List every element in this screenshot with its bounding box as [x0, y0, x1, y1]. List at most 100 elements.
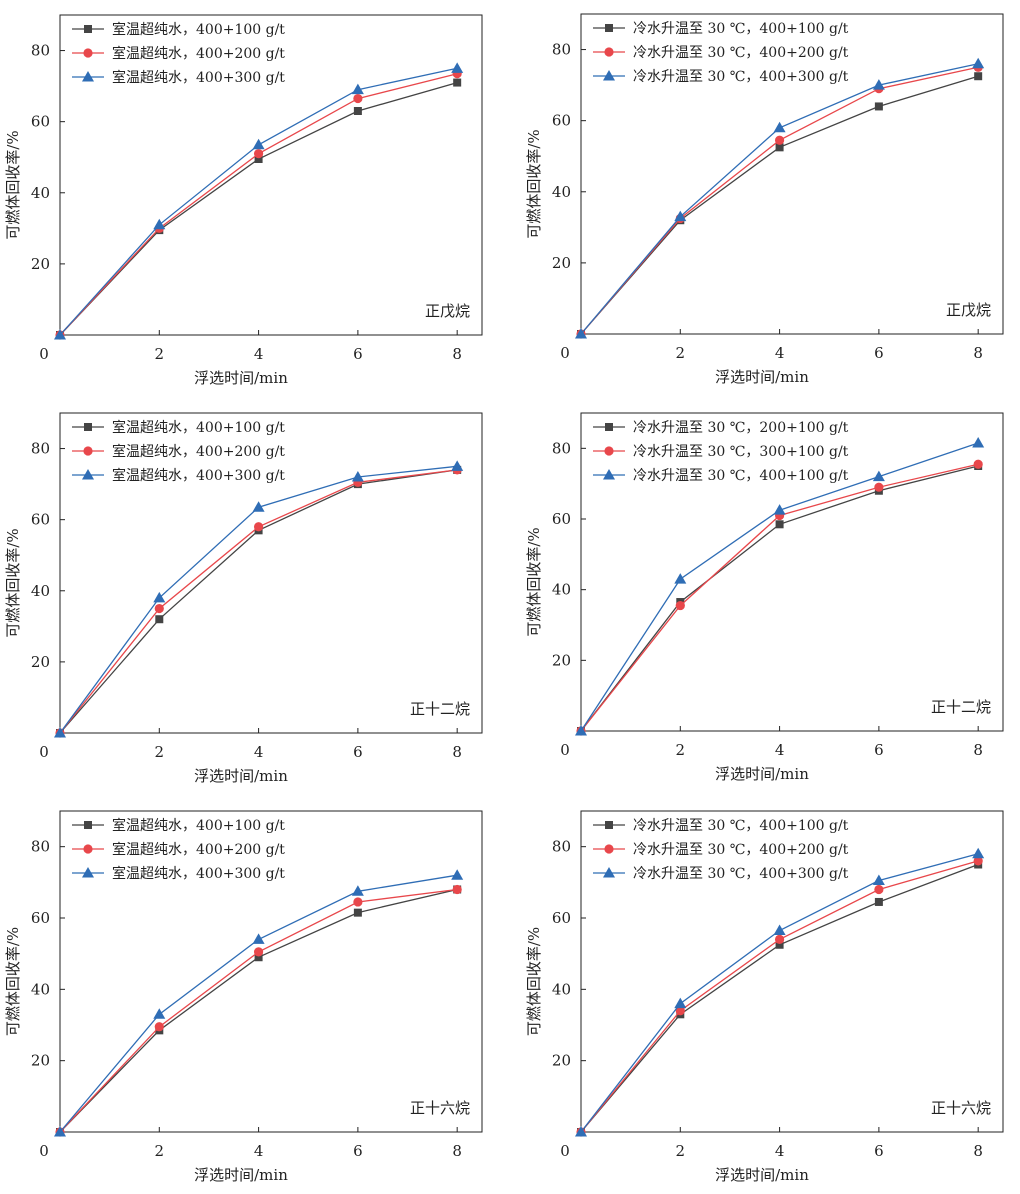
- data-point-triangle: [54, 727, 66, 738]
- panel-annotation: 正十二烷: [410, 700, 470, 718]
- y-tick-label: 20: [31, 255, 50, 273]
- legend-label: 室温超纯水，400+300 g/t: [112, 69, 285, 86]
- legend-label: 室温超纯水，400+100 g/t: [112, 817, 285, 834]
- y-tick-label: 60: [552, 909, 571, 927]
- y-tick-label: 60: [552, 112, 571, 130]
- legend-marker-triangle: [82, 71, 94, 82]
- x-axis-title: 浮选时间/min: [194, 369, 288, 387]
- data-point-circle: [353, 93, 363, 104]
- panel-annotation: 正十六烷: [410, 1099, 470, 1117]
- data-point-triangle: [451, 460, 464, 471]
- series-line: [580, 75, 979, 335]
- data-point-circle: [874, 884, 884, 895]
- series-3: [54, 62, 464, 340]
- legend-label: 冷水升温至 30 ℃，400+300 g/t: [633, 866, 849, 882]
- x-axis-title: 浮选时间/min: [194, 767, 288, 785]
- chart-panel-3: 2 4 6 8 20 40 60 80 0 浮选时间/min 可燃体回收率/% 正十二烷 室温超纯水，4…: [4, 412, 483, 785]
- y-tick-label: 60: [31, 511, 50, 529]
- data-point-square: [353, 107, 362, 115]
- data-point-square: [155, 615, 164, 624]
- origin-label: 0: [39, 1142, 49, 1160]
- x-tick-label: 2: [676, 344, 686, 362]
- legend: 室温超纯水，400+100 g/t 室温超纯水，400+200 g/t 室温超纯水，…: [72, 21, 285, 86]
- origin-label: 0: [560, 741, 570, 759]
- x-axis-title: 浮选时间/min: [715, 368, 809, 386]
- data-point-square: [775, 520, 784, 529]
- y-tick-label: 40: [31, 980, 50, 998]
- y-tick-label: 20: [31, 1052, 50, 1070]
- data-point-triangle: [972, 437, 985, 448]
- panel-annotation: 正戊烷: [425, 302, 470, 320]
- series-3: [575, 57, 985, 339]
- series-line: [580, 66, 979, 335]
- legend-label: 冷水升温至 30 ℃，400+300 g/t: [633, 69, 849, 85]
- series-line: [59, 81, 458, 336]
- legend-label: 冷水升温至 30 ℃，400+100 g/t: [633, 818, 849, 834]
- x-tick-label: 8: [452, 1142, 462, 1160]
- data-point-circle: [253, 522, 264, 532]
- data-point-square: [775, 940, 784, 949]
- legend-marker-square: [605, 821, 613, 829]
- x-tick-label: 4: [254, 1142, 264, 1160]
- series-line: [59, 888, 458, 1133]
- y-axis-title: 可燃体回收率/%: [4, 130, 22, 239]
- series-3: [54, 869, 464, 1137]
- y-tick-label: 40: [552, 980, 571, 998]
- x-tick-label: 4: [775, 741, 785, 759]
- x-tick-label: 6: [353, 743, 363, 761]
- x-tick-label: 6: [874, 344, 884, 362]
- y-axis-title: 可燃体回收率/%: [4, 927, 22, 1036]
- series-line: [580, 442, 979, 732]
- y-tick-label: 20: [552, 254, 571, 272]
- x-tick-label: 2: [155, 345, 165, 363]
- y-tick-label: 40: [552, 183, 571, 201]
- series-1: [577, 860, 983, 1136]
- data-point-triangle: [451, 869, 464, 880]
- origin-label: 0: [560, 1142, 570, 1160]
- data-point-triangle: [252, 933, 265, 944]
- series-1: [577, 462, 983, 735]
- legend-marker-circle: [83, 446, 93, 456]
- legend-label: 冷水升温至 30 ℃，300+100 g/t: [633, 444, 849, 460]
- x-tick-label: 4: [254, 743, 264, 761]
- series-3: [575, 847, 985, 1137]
- legend: 室温超纯水，400+100 g/t 室温超纯水，400+200 g/t 室温超纯水，…: [72, 419, 285, 484]
- series-line: [59, 874, 458, 1133]
- y-axis-title: 可燃体回收率/%: [525, 927, 543, 1036]
- series-line: [59, 888, 458, 1133]
- y-tick-label: 40: [552, 581, 571, 599]
- origin-label: 0: [39, 345, 49, 363]
- data-point-triangle: [351, 471, 364, 482]
- data-point-triangle: [872, 874, 885, 886]
- series-line: [59, 67, 458, 336]
- x-axis-title: 浮选时间/min: [715, 765, 809, 783]
- y-tick-label: 20: [552, 651, 571, 669]
- y-tick-label: 20: [552, 1052, 571, 1070]
- data-point-circle: [774, 135, 785, 145]
- data-point-triangle: [153, 218, 166, 230]
- legend-marker-square: [605, 24, 613, 32]
- data-point-triangle: [575, 328, 587, 339]
- y-axis-title: 可燃体回收率/%: [4, 528, 22, 637]
- legend-marker-triangle: [603, 867, 615, 878]
- data-point-triangle: [252, 138, 265, 150]
- x-axis-title: 浮选时间/min: [715, 1166, 809, 1184]
- origin-label: 0: [560, 344, 570, 362]
- data-point-triangle: [674, 997, 687, 1009]
- legend-label: 室温超纯水，400+200 g/t: [112, 443, 285, 460]
- y-axis-title: 可燃体回收率/%: [525, 129, 543, 238]
- legend-marker-circle: [604, 47, 614, 57]
- legend-label: 室温超纯水，400+300 g/t: [112, 467, 285, 484]
- x-tick-label: 6: [874, 741, 884, 759]
- series-2: [576, 459, 983, 736]
- legend-marker-square: [84, 423, 92, 431]
- x-tick-label: 6: [353, 345, 363, 363]
- x-tick-label: 2: [155, 1142, 165, 1160]
- legend-marker-circle: [83, 48, 93, 58]
- legend-label: 室温超纯水，400+100 g/t: [112, 419, 285, 436]
- legend-marker-circle: [83, 844, 93, 854]
- legend: 冷水升温至 30 ℃，400+100 g/t 冷水升温至 30 ℃，400+200…: [593, 818, 849, 882]
- x-tick-label: 4: [254, 345, 264, 363]
- data-point-circle: [675, 600, 685, 611]
- y-tick-label: 80: [31, 838, 50, 856]
